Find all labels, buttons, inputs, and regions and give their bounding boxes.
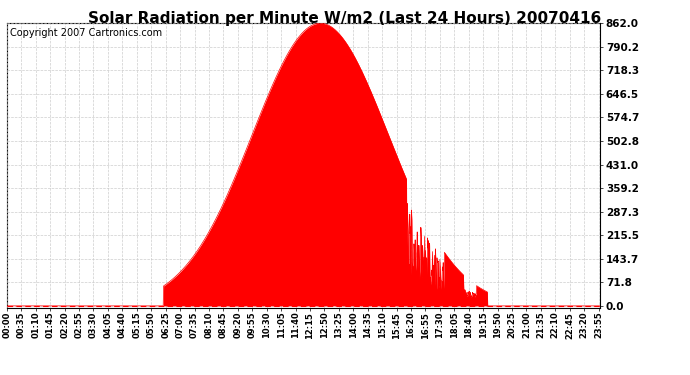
Text: Copyright 2007 Cartronics.com: Copyright 2007 Cartronics.com (10, 28, 162, 38)
Text: Solar Radiation per Minute W/m2 (Last 24 Hours) 20070416: Solar Radiation per Minute W/m2 (Last 24… (88, 11, 602, 26)
